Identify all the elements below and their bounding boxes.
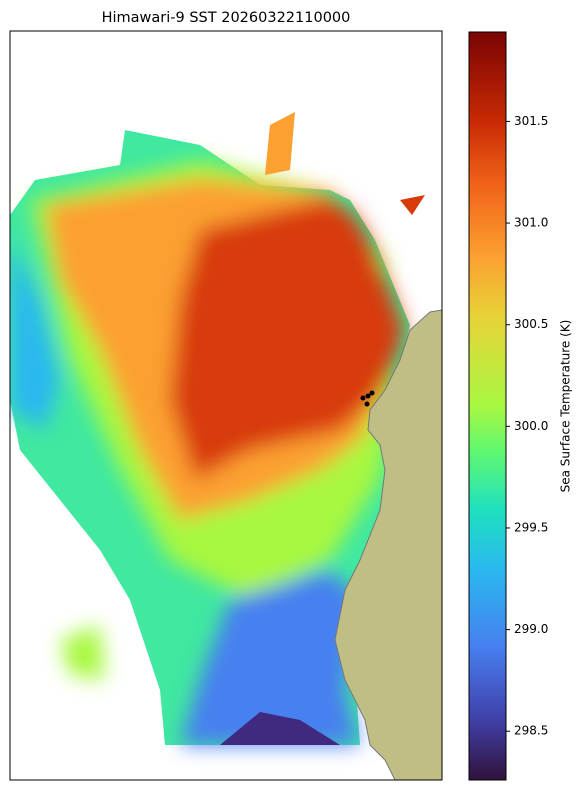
colorbar <box>468 31 507 781</box>
colorbar-tick-label: 298.5 <box>514 724 548 738</box>
colorbar-tick-label: 299.0 <box>514 622 548 636</box>
colorbar-tick-label: 301.0 <box>514 216 548 230</box>
colorbar-tick-label: 300.5 <box>514 317 548 331</box>
colorbar-tick-label: 301.5 <box>514 114 548 128</box>
map-title: Himawari-9 SST 20260322110000 <box>102 10 351 26</box>
map-frame <box>9 30 443 781</box>
sst-field <box>10 112 442 780</box>
colorbar-label: Sea Surface Temperature (K) <box>559 320 573 493</box>
colorbar-tick-label: 299.5 <box>514 520 548 534</box>
colorbar-tick-label: 300.0 <box>514 419 548 433</box>
